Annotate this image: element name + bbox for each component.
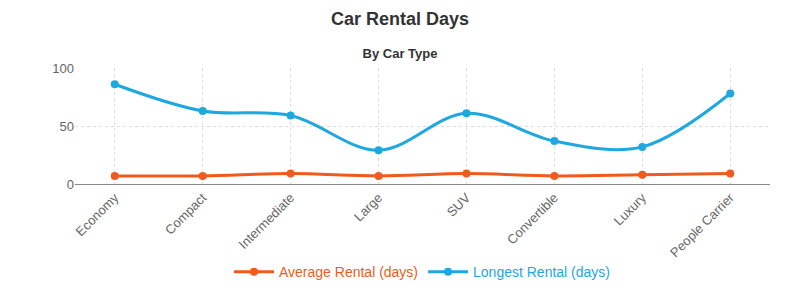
svg-text:Intermediate: Intermediate [236, 190, 298, 252]
svg-text:Large: Large [351, 190, 385, 224]
svg-text:Convertible: Convertible [504, 190, 561, 247]
svg-text:Economy: Economy [73, 190, 122, 239]
svg-text:Car Rental Days: Car Rental Days [331, 9, 469, 29]
svg-text:Compact: Compact [162, 190, 210, 238]
svg-text:100: 100 [52, 61, 74, 76]
svg-text:Longest Rental (days): Longest Rental (days) [473, 264, 610, 280]
svg-text:People Carrier: People Carrier [667, 190, 737, 260]
svg-text:By Car Type: By Car Type [363, 46, 438, 61]
svg-text:SUV: SUV [444, 190, 474, 220]
svg-text:Average Rental (days): Average Rental (days) [279, 264, 418, 280]
svg-text:Luxury: Luxury [611, 190, 650, 229]
svg-text:50: 50 [60, 119, 74, 134]
svg-text:0: 0 [67, 177, 74, 192]
